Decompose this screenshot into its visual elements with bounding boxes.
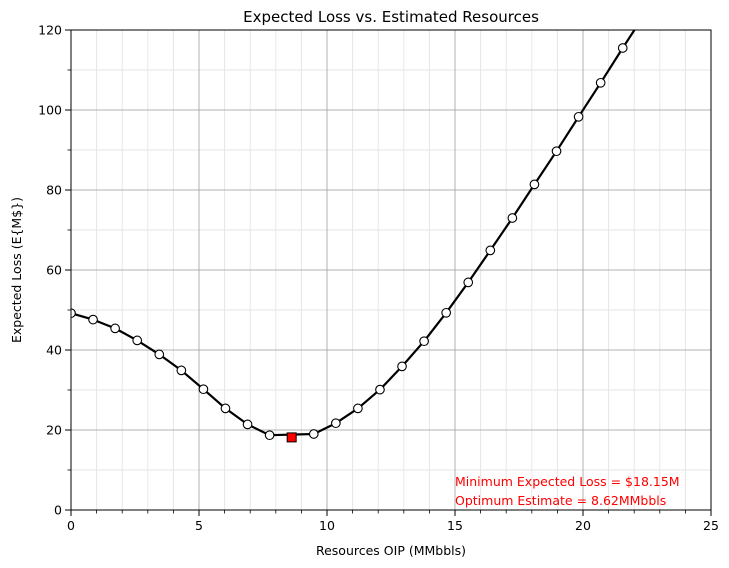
data-point-marker <box>220 403 231 414</box>
data-point-marker <box>264 430 275 441</box>
data-point-marker <box>308 429 319 439</box>
data-point-marker <box>330 418 341 429</box>
x-tick-label: 15 <box>447 518 463 533</box>
data-point-marker <box>88 314 98 325</box>
data-point-marker <box>132 335 143 346</box>
x-tick-label: 20 <box>575 518 591 533</box>
y-tick-label: 40 <box>46 343 62 358</box>
series-line <box>71 30 636 437</box>
marker-layer <box>71 10 649 443</box>
y-tick-label: 120 <box>38 23 62 38</box>
x-tick-label: 10 <box>319 518 335 533</box>
data-point-marker <box>176 365 187 376</box>
data-point-marker <box>529 179 540 190</box>
annotation-min-expected-loss: Minimum Expected Loss = $18.15M <box>455 474 680 489</box>
data-point-marker <box>617 43 628 53</box>
x-tick-label: 0 <box>67 518 75 533</box>
tick-layer: 0 5 10 15 20 25 0 20 40 60 80 100 120 <box>38 23 719 534</box>
data-point-marker <box>353 403 363 414</box>
y-tick-label: 0 <box>54 503 62 518</box>
data-point-marker <box>551 146 562 157</box>
data-point-marker <box>595 77 606 88</box>
data-point-marker <box>507 213 518 223</box>
data-point-marker <box>485 245 496 256</box>
x-tick-label: 25 <box>703 518 719 533</box>
data-point-marker <box>463 277 474 288</box>
data-point-marker <box>71 308 76 319</box>
y-tick-label: 20 <box>46 423 62 438</box>
data-point-marker <box>397 361 407 372</box>
data-point-marker <box>375 384 385 395</box>
optimum-point-marker <box>286 432 297 443</box>
annotation-optimum-estimate: Optimum Estimate = 8.62MMbbls <box>455 493 666 508</box>
y-axis-label: Expected Loss (E{M$}) <box>9 197 24 343</box>
y-tick-label: 80 <box>46 183 62 198</box>
data-point-marker <box>198 384 209 395</box>
data-point-marker <box>640 10 649 19</box>
x-tick-label: 5 <box>195 518 203 533</box>
grid <box>70 29 712 511</box>
chart-title: Expected Loss vs. Estimated Resources <box>243 8 539 26</box>
data-point-marker <box>573 111 584 122</box>
series-layer <box>71 30 636 437</box>
data-point-marker <box>242 419 253 430</box>
x-axis-label: Resources OIP (MMbbls) <box>316 543 466 558</box>
y-tick-label: 100 <box>38 103 62 118</box>
data-point-marker <box>110 323 120 334</box>
y-tick-label: 60 <box>46 263 62 278</box>
data-point-marker <box>441 307 452 318</box>
data-point-marker <box>419 336 429 347</box>
data-point-marker <box>154 349 165 360</box>
